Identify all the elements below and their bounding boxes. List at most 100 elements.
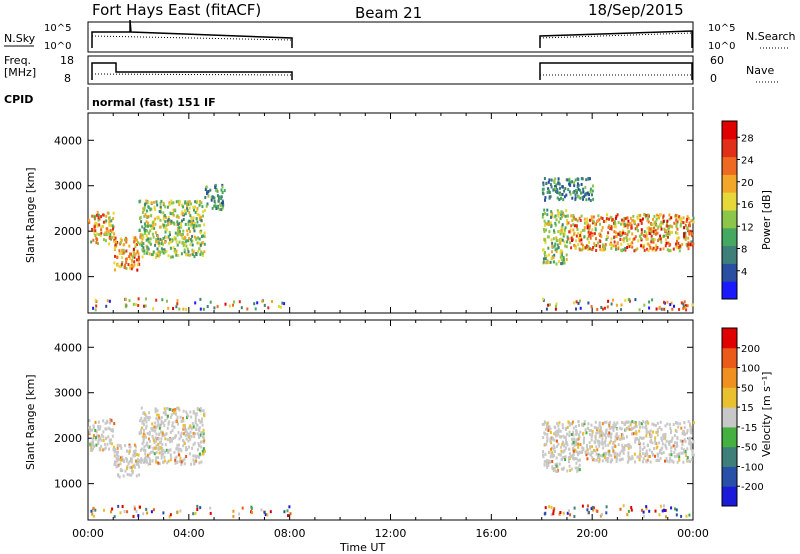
echo-cell	[92, 514, 95, 518]
echo-cell	[627, 446, 630, 450]
echo-cell	[169, 448, 172, 452]
echo-cell	[144, 435, 147, 439]
echo-cell	[573, 515, 576, 518]
echo-cell	[692, 440, 695, 444]
echo-cell	[141, 458, 144, 462]
echo-cell	[110, 418, 113, 422]
echo-cell	[116, 464, 119, 468]
echo-cell	[145, 297, 147, 301]
echo-cell	[107, 426, 110, 430]
echo-cell	[541, 423, 544, 426]
echo-cell	[154, 421, 157, 425]
echo-cell	[195, 237, 198, 241]
echo-cell	[655, 243, 658, 247]
echo-cell	[653, 238, 656, 241]
echo-cell	[554, 434, 557, 438]
echo-cell	[142, 419, 145, 423]
colorbar-tick-label: -50	[741, 443, 757, 454]
echo-cell	[176, 460, 179, 464]
echo-cell	[690, 431, 693, 435]
echo-cell	[594, 226, 597, 230]
echo-cell	[158, 416, 160, 419]
echo-cell	[546, 465, 549, 469]
echo-cell	[106, 227, 109, 231]
echo-cell	[681, 451, 684, 455]
echo-cell	[200, 250, 203, 254]
echo-cell	[549, 439, 552, 443]
echo-cell	[678, 452, 681, 456]
echo-cell	[201, 423, 204, 427]
echo-cell	[653, 447, 655, 451]
echo-cell	[178, 437, 181, 441]
echo-cell	[556, 196, 559, 200]
echo-cell	[560, 445, 563, 449]
echo-cell	[638, 458, 641, 461]
nsearch-tick-top: 10^5	[708, 23, 735, 34]
echo-cell	[183, 424, 186, 427]
echo-cell	[140, 236, 142, 240]
echo-cell	[550, 436, 553, 440]
echo-cell	[590, 450, 593, 454]
echo-cell	[586, 191, 589, 195]
echo-cell	[568, 447, 571, 451]
echo-cell	[187, 227, 190, 231]
echo-cell	[620, 436, 623, 439]
echo-cell	[199, 243, 202, 247]
echo-cell	[567, 178, 570, 182]
echo-cell	[188, 211, 191, 215]
echo-cell	[567, 221, 570, 225]
echo-cell	[572, 433, 575, 437]
echo-cell	[619, 451, 622, 455]
echo-cell	[590, 215, 593, 219]
echo-cell	[691, 449, 694, 453]
echo-cell	[566, 222, 569, 226]
echo-cell	[128, 450, 131, 454]
echo-cell	[214, 204, 217, 208]
echo-cell	[108, 299, 111, 303]
echo-cell	[634, 431, 637, 435]
echo-cell	[573, 506, 576, 510]
echo-cell	[94, 298, 97, 302]
echo-cell	[200, 215, 202, 219]
echo-cell	[634, 298, 637, 302]
echo-cell	[605, 219, 607, 223]
echo-cell	[186, 209, 189, 213]
echo-cell	[155, 444, 158, 448]
echo-cell	[154, 243, 157, 247]
echo-cell	[559, 429, 562, 433]
echo-cell	[608, 424, 611, 427]
echo-cell	[185, 253, 188, 257]
echo-cell	[640, 219, 643, 223]
echo-cell	[686, 458, 689, 462]
echo-cell	[103, 442, 106, 446]
echo-cell	[103, 508, 105, 512]
echo-cell	[597, 426, 600, 430]
echo-cell	[657, 239, 660, 243]
echo-cell	[544, 198, 546, 202]
echo-cell	[577, 437, 580, 441]
echo-cell	[555, 218, 558, 222]
echo-cell	[601, 217, 604, 220]
echo-cell	[140, 406, 143, 410]
echo-cell	[181, 240, 184, 244]
echo-cell	[150, 214, 153, 218]
echo-cell	[542, 191, 545, 195]
echo-cell	[149, 439, 151, 443]
echo-cell	[620, 303, 623, 307]
echo-cell	[202, 432, 205, 436]
echo-cell	[196, 220, 199, 224]
echo-cell	[177, 200, 179, 204]
echo-cell	[656, 231, 659, 235]
echo-cell	[220, 208, 223, 212]
echo-cell	[656, 421, 659, 425]
echo-cell	[613, 230, 616, 234]
echo-cell	[161, 434, 164, 438]
echo-cell	[603, 451, 606, 455]
echo-cell	[560, 193, 563, 197]
echo-cell	[148, 415, 151, 419]
echo-cell	[144, 418, 147, 422]
echo-cell	[648, 448, 651, 452]
echo-cell	[593, 458, 596, 462]
echo-cell	[142, 437, 145, 441]
echo-cell	[102, 448, 105, 452]
